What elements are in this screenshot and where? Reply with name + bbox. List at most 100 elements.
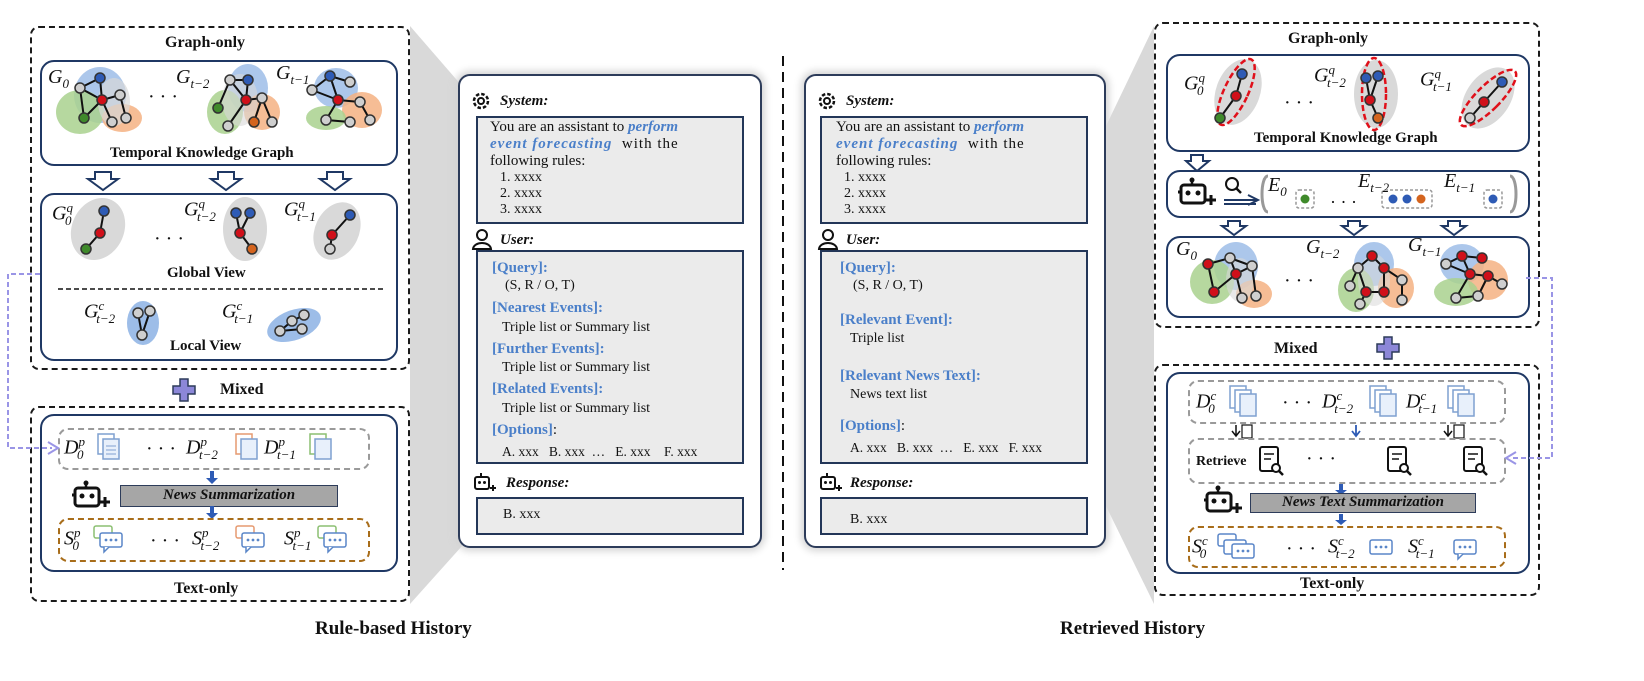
left-graph-only-title: Graph-only (165, 34, 246, 51)
right-entity-brackets (1260, 174, 1518, 214)
left-dt2p-label: Dpt−2 (186, 434, 218, 462)
left-further-head: [Further Events]: (492, 341, 605, 357)
right-response-label: Response: (850, 475, 914, 491)
left-mixed-label: Mixed (220, 381, 264, 398)
left-docs-ellipsis: · · · (146, 438, 176, 460)
left-global-view-label: Global View (167, 265, 246, 281)
left-query-head: [Query]: (492, 260, 548, 276)
right-rule-1: 1. xxxx (844, 170, 886, 185)
user-icon (817, 229, 839, 250)
left-options-val: A. xxx B. xxx … E. xxx F. xxx (502, 444, 698, 459)
right-g0-label: G0 (1176, 238, 1197, 263)
left-robot-icon (72, 480, 110, 508)
right-gt1q-label: Gqt−1 (1420, 66, 1452, 94)
right-summaries-dashed (1188, 526, 1506, 568)
right-tkg-ellipsis: · · · (1284, 92, 1314, 114)
left-gt2c-label: Gct−2 (84, 298, 116, 326)
right-retrieval-box (1166, 170, 1530, 218)
right-gt2q-label: Gqt−2 (1314, 62, 1346, 90)
right-dt1c-label: Dct−1 (1406, 388, 1438, 416)
right-mixed-connector (1504, 277, 1553, 465)
left-options-head: [Options]: (492, 422, 558, 438)
right-robot-icon-2 (1204, 485, 1242, 513)
left-global-view-graphs (58, 197, 385, 345)
left-nearest-val: Triple list or Summary list (502, 320, 651, 335)
right-gt1-label: Gt−1 (1408, 234, 1442, 259)
right-relevant-news-head: [Relevant News Text]: (840, 368, 981, 384)
right-graph-only-title: Graph-only (1288, 30, 1369, 47)
right-e0-label: E0 (1268, 174, 1287, 199)
right-query-val: (S, R / O, T) (853, 278, 923, 293)
right-system-label: System: (846, 93, 895, 109)
left-s0p-label: Sp0 (64, 525, 81, 553)
left-tkg-caption: Temporal Knowledge Graph (110, 145, 294, 161)
right-tkg-graphs (1190, 242, 1508, 312)
left-query-val: (S, R / O, T) (505, 278, 575, 293)
left-docs-dashed (58, 428, 370, 470)
left-robot-icon-response (474, 473, 496, 491)
left-tkg-ellipsis: · · · (148, 86, 178, 108)
right-relevant-news-val: News text list (850, 387, 927, 402)
center-divider (782, 56, 784, 570)
right-tkg-ellipsis-2: · · · (1284, 270, 1314, 292)
left-system-line1: You are an assistant to perform (490, 119, 679, 135)
right-gt2-label: Gt−2 (1306, 236, 1340, 261)
left-funnel (410, 26, 462, 604)
right-tkg-query-graphs (1214, 56, 1518, 132)
left-response-label: Response: (506, 475, 570, 491)
right-response-val: B. xxx (850, 512, 888, 527)
right-user-card (820, 250, 1088, 464)
left-down-arrow-small-2 (206, 506, 218, 519)
left-mixed-connector (7, 273, 60, 455)
right-options-val: A. xxx B. xxx … E. xxx F. xxx (850, 440, 1043, 455)
left-gt2-label: Gt−2 (176, 66, 210, 91)
right-retrieve-dashed (1188, 438, 1506, 484)
right-down-arrow-1 (1183, 154, 1212, 173)
user-icon (471, 229, 493, 250)
left-user-card (476, 250, 744, 464)
right-robot-icon-response (820, 473, 842, 491)
right-system-line3: following rules: (836, 153, 932, 169)
right-down-arrows (1219, 220, 1469, 237)
gear-icon (818, 92, 836, 110)
right-rule-3: 3. xxxx (844, 202, 886, 217)
left-related-val: Triple list or Summary list (502, 401, 651, 416)
right-retrieve-label: Retrieve (1196, 454, 1247, 469)
left-g0q-label: Gq0 (52, 200, 73, 228)
left-document-icons (97, 433, 332, 460)
right-funnel (1106, 26, 1154, 604)
left-nearest-head: [Nearest Events]: (492, 300, 603, 316)
right-response-card (820, 497, 1088, 535)
right-summaries-ellipsis: · · · (1286, 538, 1316, 560)
right-plus-icon (1376, 336, 1400, 360)
left-news-summarization-bar: News Summarization (120, 485, 338, 507)
left-st1p-label: Spt−1 (284, 525, 312, 553)
search-document-icons (1259, 446, 1488, 476)
right-entity-ellipsis: · · · (1330, 192, 1357, 212)
right-st1c-label: Sct−1 (1408, 533, 1435, 561)
left-rule-1: 1. xxxx (500, 170, 542, 185)
left-user-label: User: (500, 232, 535, 248)
right-docs-ellipsis: · · · (1282, 392, 1312, 414)
right-relevant-event-val: Triple list (850, 331, 905, 346)
right-relevant-event-head: [Relevant Event]: (840, 312, 953, 328)
right-user-label: User: (846, 232, 881, 248)
magnifier-icon (1224, 177, 1261, 206)
right-rule-2: 2. xxxx (844, 186, 886, 201)
left-gt1-label: Gt−1 (276, 62, 310, 87)
left-gt1q-label: Gqt−1 (284, 196, 316, 224)
right-text-only-box (1154, 364, 1540, 596)
left-response-card (476, 497, 744, 535)
left-text-only-box (30, 406, 410, 602)
right-system-card (820, 116, 1088, 224)
right-dt2c-label: Dct−2 (1322, 388, 1354, 416)
left-response-val: B. xxx (503, 507, 541, 522)
right-text-only-label: Text-only (1300, 575, 1365, 592)
right-g0q-label: Gq0 (1184, 70, 1205, 98)
left-plus-icon (172, 378, 196, 402)
right-mixed-label: Mixed (1274, 340, 1318, 357)
right-news-text-summarization-bar: News Text Summarization (1250, 493, 1476, 513)
right-caption: Retrieved History (1060, 618, 1206, 639)
right-query-head: [Query]: (840, 260, 896, 276)
right-chat-bubble-icons (1217, 533, 1477, 561)
